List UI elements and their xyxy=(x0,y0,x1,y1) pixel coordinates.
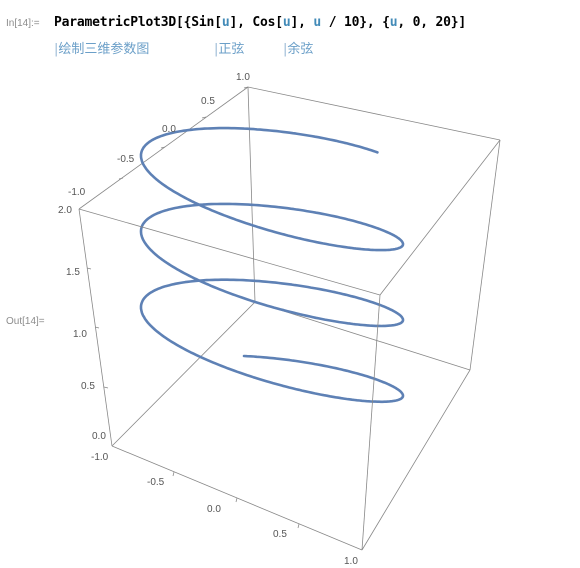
tick-label: 0.0 xyxy=(207,504,221,515)
y-axis-ticks: 1.0 0.5 0.0 -0.5 -1.0 xyxy=(68,72,250,198)
tick-label: 2.0 xyxy=(58,205,72,216)
code-token: ], xyxy=(229,15,253,30)
code-token: ], xyxy=(290,15,314,30)
tick-label: 0.5 xyxy=(81,381,95,392)
x-axis-ticks: -1.0 -0.5 0.0 0.5 1.0 xyxy=(91,452,358,567)
code-token: Sin xyxy=(191,15,215,30)
code-hint-text: 正弦 xyxy=(218,42,245,57)
tick-label: 0.0 xyxy=(162,124,176,135)
code-variable: u xyxy=(389,15,398,30)
code-token: [{ xyxy=(176,15,192,30)
code-token: , 0, 20}] xyxy=(397,15,466,30)
tick-label: -1.0 xyxy=(91,452,109,463)
output-cell-label: Out[14]= xyxy=(6,316,45,327)
code-token: Cos xyxy=(252,15,276,30)
tick-label: -0.5 xyxy=(117,154,135,165)
tick-label: 0.5 xyxy=(273,529,287,540)
code-token: / 10}, { xyxy=(321,15,390,30)
helix-curve xyxy=(139,126,405,404)
function-name: ParametricPlot3D xyxy=(54,15,177,30)
tick-label: 1.0 xyxy=(236,72,250,83)
tick-label: 1.5 xyxy=(66,267,80,278)
tick-label: 0.5 xyxy=(201,96,215,107)
code-token: [ xyxy=(214,15,222,30)
tick-label: 1.0 xyxy=(344,556,358,567)
code-hint-text: 绘制三维参数图 xyxy=(58,42,150,57)
tick-label: -0.5 xyxy=(147,477,165,488)
tick-label: -1.0 xyxy=(68,187,86,198)
code-hint: |余弦 xyxy=(283,42,314,57)
code-hint: |正弦 xyxy=(214,42,245,57)
tick-label: 1.0 xyxy=(73,329,87,340)
plot-box-front-edges xyxy=(78,139,501,551)
code-variable: u xyxy=(221,15,230,30)
z-axis-ticks: 2.0 1.5 1.0 0.5 0.0 xyxy=(58,205,109,442)
code-token: [ xyxy=(275,15,283,30)
code-variable: u xyxy=(282,15,291,30)
code-hint-text: 余弦 xyxy=(287,42,314,57)
code-hint: |绘制三维参数图 xyxy=(54,42,150,57)
plot-box-back-edges xyxy=(78,86,501,447)
input-cell-label: In[14]:= xyxy=(6,18,40,29)
tick-label: 0.0 xyxy=(92,431,106,442)
input-code[interactable]: ParametricPlot3D[{Sin[u], Cos[u], u / 10… xyxy=(54,15,466,30)
code-variable: u xyxy=(313,15,322,30)
